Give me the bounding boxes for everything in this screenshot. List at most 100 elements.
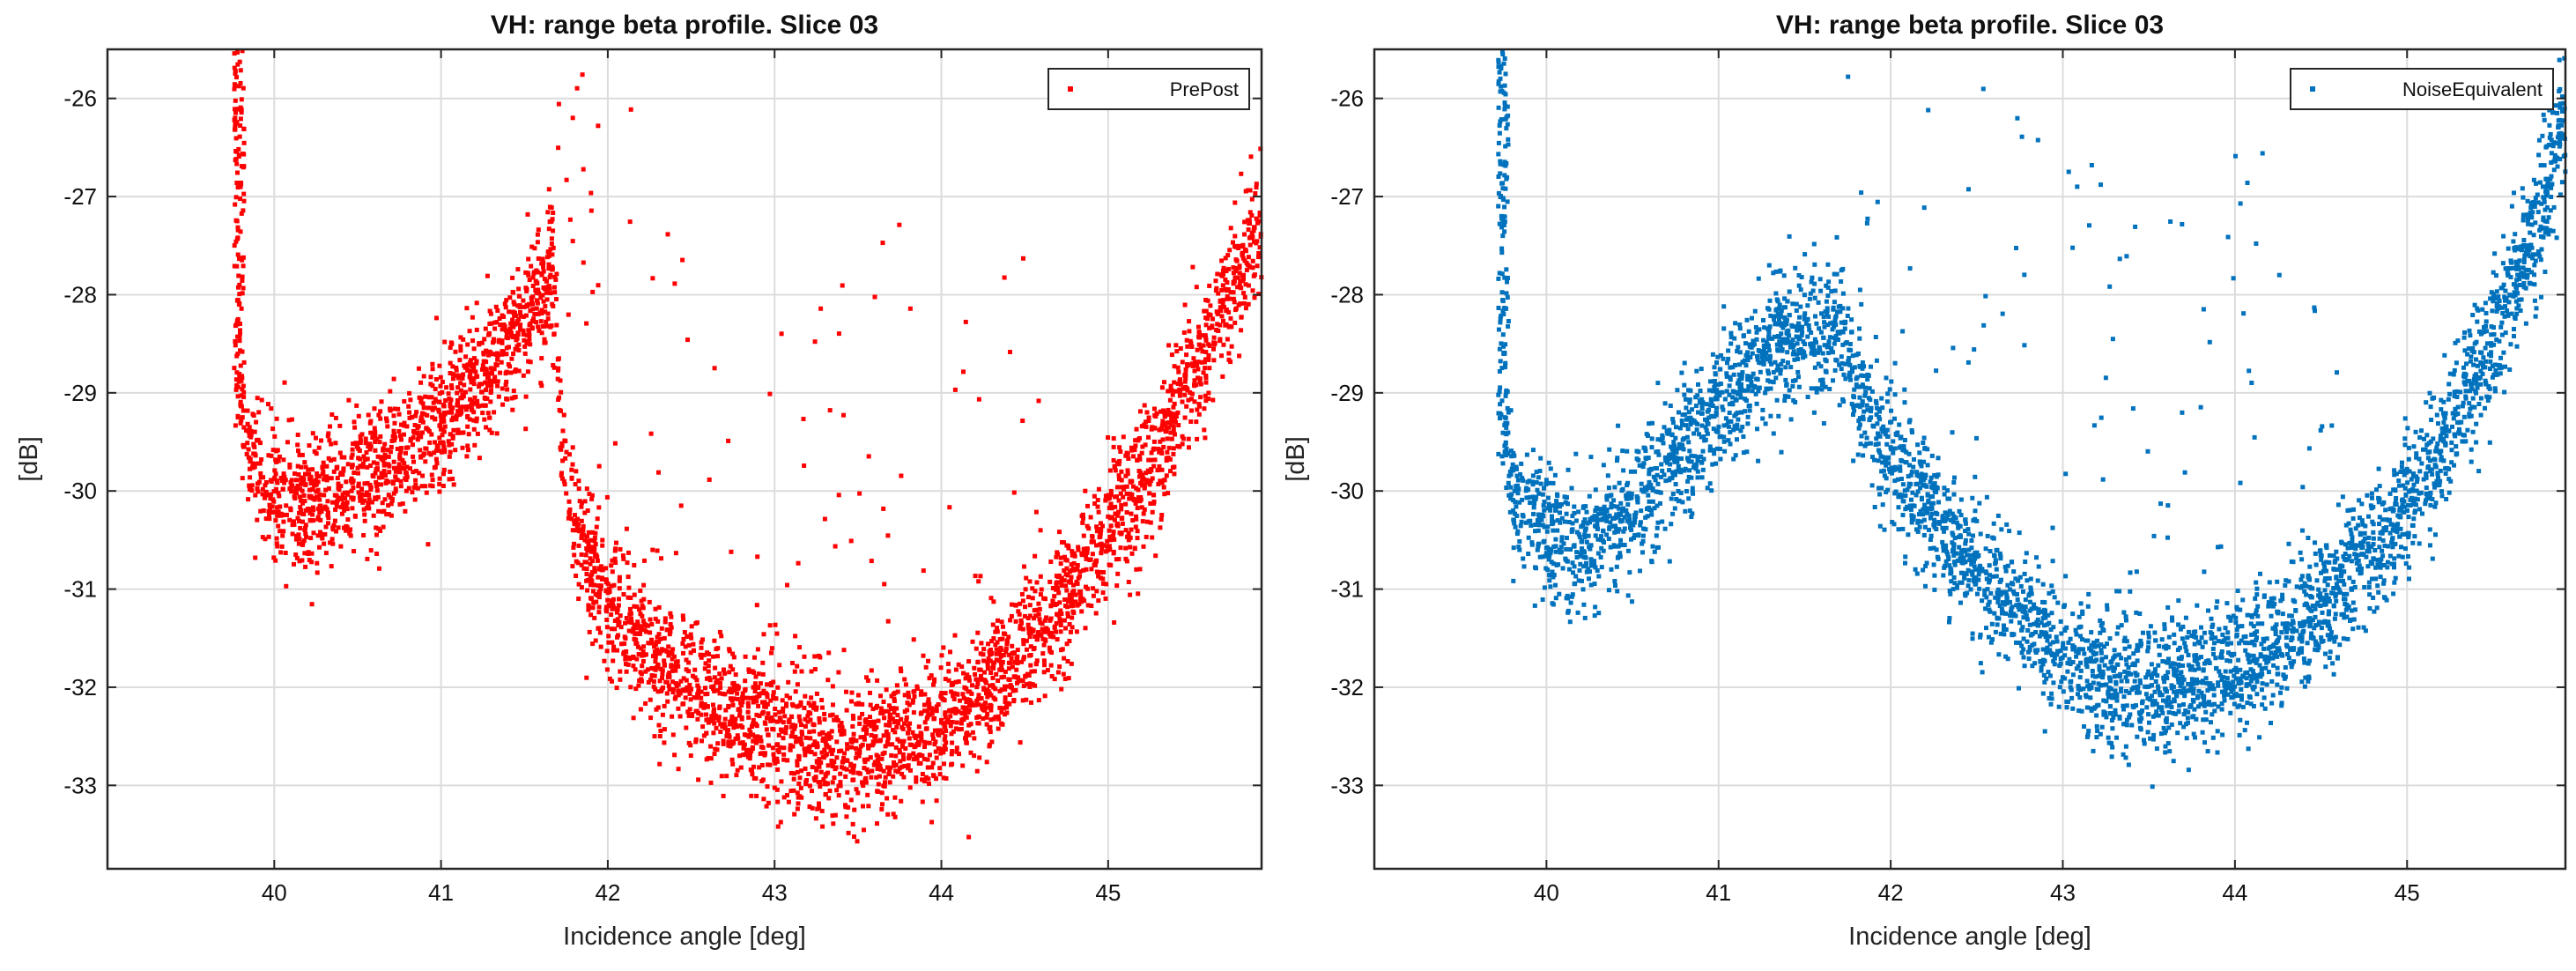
data-point [869, 559, 874, 564]
data-point [574, 559, 579, 564]
data-point [765, 715, 769, 721]
data-point [1075, 603, 1080, 608]
data-point [880, 802, 885, 807]
data-point [999, 663, 1004, 669]
data-point [382, 441, 388, 447]
data-point [1197, 376, 1203, 382]
data-point [1588, 559, 1594, 564]
data-point [453, 448, 458, 453]
data-point [233, 110, 238, 115]
data-point [374, 496, 379, 501]
data-point [1002, 275, 1007, 280]
data-point [919, 689, 924, 694]
data-point [530, 275, 536, 280]
data-point [931, 682, 936, 687]
data-point [729, 549, 734, 554]
data-point [653, 659, 658, 664]
data-point [732, 720, 737, 725]
data-point [441, 471, 446, 477]
data-point [694, 620, 700, 626]
data-point [1119, 469, 1124, 474]
data-point [1042, 629, 1047, 634]
data-point [395, 478, 400, 483]
data-point [774, 719, 780, 724]
data-point [239, 164, 244, 169]
data-point [1039, 633, 1044, 638]
data-point [966, 659, 972, 664]
data-point [536, 256, 541, 261]
data-point [1028, 663, 1033, 668]
data-point [721, 741, 726, 746]
data-point [818, 760, 824, 765]
data-point [1111, 444, 1116, 449]
data-point [723, 708, 729, 713]
data-point [1166, 420, 1172, 425]
data-point [916, 753, 922, 758]
data-point [572, 522, 577, 527]
data-point [2424, 486, 2429, 490]
data-point [381, 461, 387, 466]
data-point [274, 536, 279, 541]
data-point [662, 635, 667, 641]
data-point [355, 465, 360, 471]
data-point [1036, 612, 1041, 617]
data-point [751, 764, 756, 769]
data-point [640, 663, 645, 669]
data-point [665, 699, 670, 704]
data-point [1152, 406, 1157, 411]
data-point [832, 775, 837, 781]
data-point [735, 691, 740, 696]
data-point [606, 587, 611, 592]
data-point [689, 686, 693, 692]
data-point [529, 325, 535, 330]
data-point [232, 65, 237, 70]
data-point [522, 304, 527, 309]
data-point [648, 641, 654, 646]
data-point [751, 695, 757, 700]
data-point [1531, 511, 1536, 516]
data-point [426, 395, 432, 400]
data-point [411, 470, 416, 475]
data-point [544, 297, 550, 302]
data-point [878, 706, 884, 711]
data-point [379, 471, 384, 476]
data-point [1228, 359, 1233, 365]
data-point [939, 717, 944, 723]
data-point [449, 386, 455, 390]
data-point [239, 110, 244, 115]
data-point [358, 494, 362, 500]
data-point [1198, 345, 1203, 351]
data-point [1220, 283, 1225, 288]
data-point [303, 523, 308, 528]
data-point [336, 481, 341, 486]
data-point [358, 438, 363, 443]
data-point [426, 542, 431, 547]
data-point [1066, 545, 1071, 551]
data-point [484, 425, 489, 430]
data-point [729, 757, 735, 762]
data-point [786, 679, 791, 685]
data-point [720, 724, 725, 729]
data-point [683, 644, 688, 649]
data-point [717, 704, 722, 709]
data-point [973, 677, 979, 682]
data-point [687, 682, 692, 687]
data-point [1142, 422, 1147, 427]
data-point [990, 675, 996, 680]
data-point [507, 345, 511, 350]
data-point [1119, 530, 1124, 536]
data-point [976, 702, 981, 708]
data-point [808, 717, 813, 723]
data-point [528, 308, 533, 314]
data-point [1248, 234, 1254, 240]
data-point [290, 531, 295, 537]
data-point [893, 753, 899, 759]
data-point [539, 356, 544, 361]
data-point [680, 257, 685, 263]
data-point [934, 708, 939, 714]
data-point [729, 698, 735, 703]
data-point [996, 678, 1001, 683]
data-point [617, 619, 622, 625]
data-point [754, 603, 759, 608]
data-point [928, 712, 933, 717]
